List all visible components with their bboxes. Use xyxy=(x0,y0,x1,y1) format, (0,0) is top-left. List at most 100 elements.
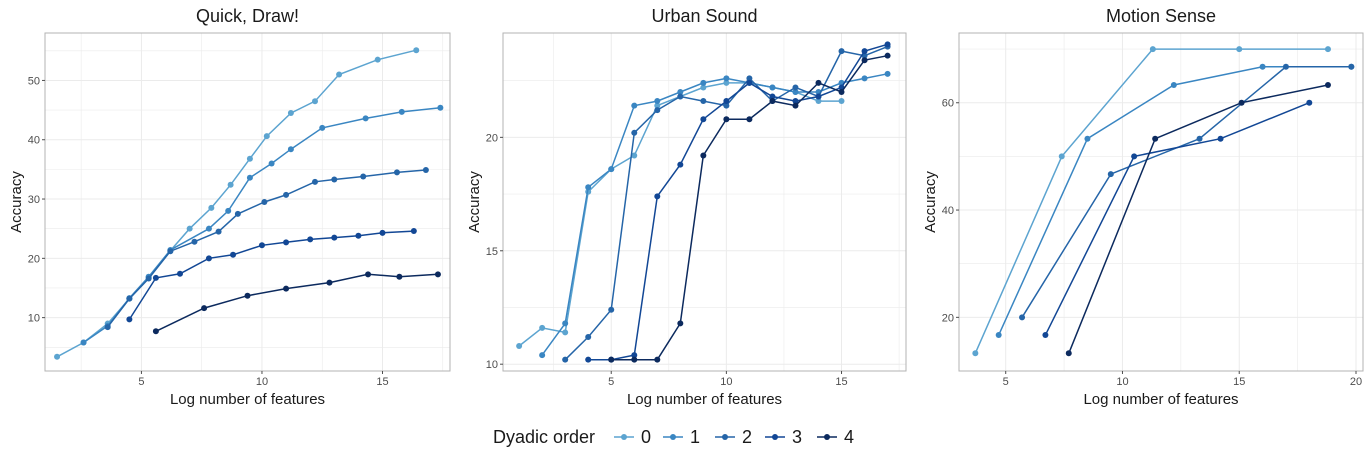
data-point xyxy=(205,255,212,262)
data-point xyxy=(312,178,318,185)
series-line xyxy=(1044,102,1310,336)
data-point xyxy=(261,199,268,205)
data-point xyxy=(126,316,133,323)
legend-label: 1 xyxy=(690,427,700,447)
data-point xyxy=(654,107,661,114)
data-point xyxy=(1058,153,1065,160)
legend-item-0: 0 xyxy=(614,427,651,447)
x-tick-label: 15 xyxy=(376,376,388,388)
legend-item-3: 3 xyxy=(765,427,802,447)
legend-item-4: 4 xyxy=(817,427,854,447)
data-point xyxy=(268,160,275,167)
data-point xyxy=(677,88,684,95)
data-point xyxy=(539,352,546,359)
data-point xyxy=(319,124,326,131)
series-4 xyxy=(608,52,891,363)
data-point xyxy=(1152,135,1159,142)
data-point xyxy=(677,93,684,100)
legend-label: 2 xyxy=(742,427,752,447)
y-tick-label: 10 xyxy=(28,313,40,325)
data-point xyxy=(884,52,891,59)
data-point xyxy=(283,285,290,292)
data-point xyxy=(1217,135,1224,142)
data-point xyxy=(336,71,343,78)
data-point xyxy=(1107,171,1114,178)
data-point xyxy=(362,115,369,122)
series-2 xyxy=(104,166,429,331)
data-point xyxy=(884,41,891,48)
data-point xyxy=(227,181,234,188)
data-point xyxy=(283,239,290,246)
data-point xyxy=(1238,99,1245,106)
data-point xyxy=(422,166,429,173)
data-point xyxy=(145,275,152,282)
x-axis-label: Log number of features xyxy=(170,391,325,408)
data-point xyxy=(263,133,270,140)
x-tick-label: 5 xyxy=(608,376,614,388)
data-point xyxy=(326,279,333,286)
y-tick-label: 40 xyxy=(942,205,954,217)
data-point xyxy=(654,356,661,363)
y-axis-label: Accuracy xyxy=(8,171,25,233)
chart-panels: 5 10 15 10 20 30 40 50 Quick, Draw! Log number of… xyxy=(8,6,1364,408)
data-point xyxy=(104,324,111,331)
data-point xyxy=(700,152,707,159)
data-point xyxy=(608,306,615,313)
y-axis-label: Accuracy xyxy=(922,171,939,233)
data-point xyxy=(205,225,212,232)
data-point xyxy=(746,79,753,86)
data-point xyxy=(1236,46,1243,53)
data-point xyxy=(1170,82,1177,89)
panel-border xyxy=(502,32,907,372)
data-point xyxy=(1019,314,1026,321)
panel-border xyxy=(958,32,1364,372)
x-tick-label: 10 xyxy=(256,376,268,388)
data-point xyxy=(769,93,776,100)
legend-key-point xyxy=(722,434,728,440)
series-line xyxy=(155,273,438,332)
legend-key-point xyxy=(621,434,627,440)
series-3 xyxy=(585,41,891,363)
data-point xyxy=(723,79,730,86)
data-point xyxy=(539,324,546,331)
data-point xyxy=(360,173,367,180)
data-point xyxy=(585,184,592,191)
data-point xyxy=(838,48,845,55)
legend-label: 4 xyxy=(844,427,854,447)
data-point xyxy=(723,116,730,123)
data-point xyxy=(393,169,400,176)
x-tick-label: 15 xyxy=(1233,376,1245,388)
data-point xyxy=(1282,63,1289,70)
series-4 xyxy=(152,271,441,335)
data-point xyxy=(562,320,569,327)
data-point xyxy=(1084,135,1091,142)
x-axis-label: Log number of features xyxy=(627,391,782,408)
data-point xyxy=(234,210,241,217)
data-point xyxy=(516,343,523,350)
data-point xyxy=(792,88,799,95)
series-0 xyxy=(516,79,845,350)
data-point xyxy=(1131,153,1138,160)
series-0 xyxy=(972,46,1331,357)
chart-title: Motion Sense xyxy=(1106,6,1216,26)
data-point xyxy=(654,193,661,200)
series-line xyxy=(541,73,888,356)
data-point xyxy=(769,98,776,105)
series-3 xyxy=(126,228,417,323)
x-tick-label: 10 xyxy=(1116,376,1128,388)
data-point xyxy=(608,356,615,363)
x-tick-label: 15 xyxy=(835,376,847,388)
y-tick-label: 20 xyxy=(28,253,40,265)
data-point xyxy=(746,116,753,123)
legend-title: Dyadic order xyxy=(493,427,595,447)
data-point xyxy=(437,104,444,111)
data-point xyxy=(246,155,253,162)
data-point xyxy=(355,232,362,239)
data-point xyxy=(258,242,265,249)
y-tick-label: 60 xyxy=(942,98,954,110)
data-point xyxy=(331,176,338,183)
chart-title: Urban Sound xyxy=(651,6,757,26)
data-point xyxy=(1196,135,1203,142)
data-point xyxy=(631,102,638,109)
